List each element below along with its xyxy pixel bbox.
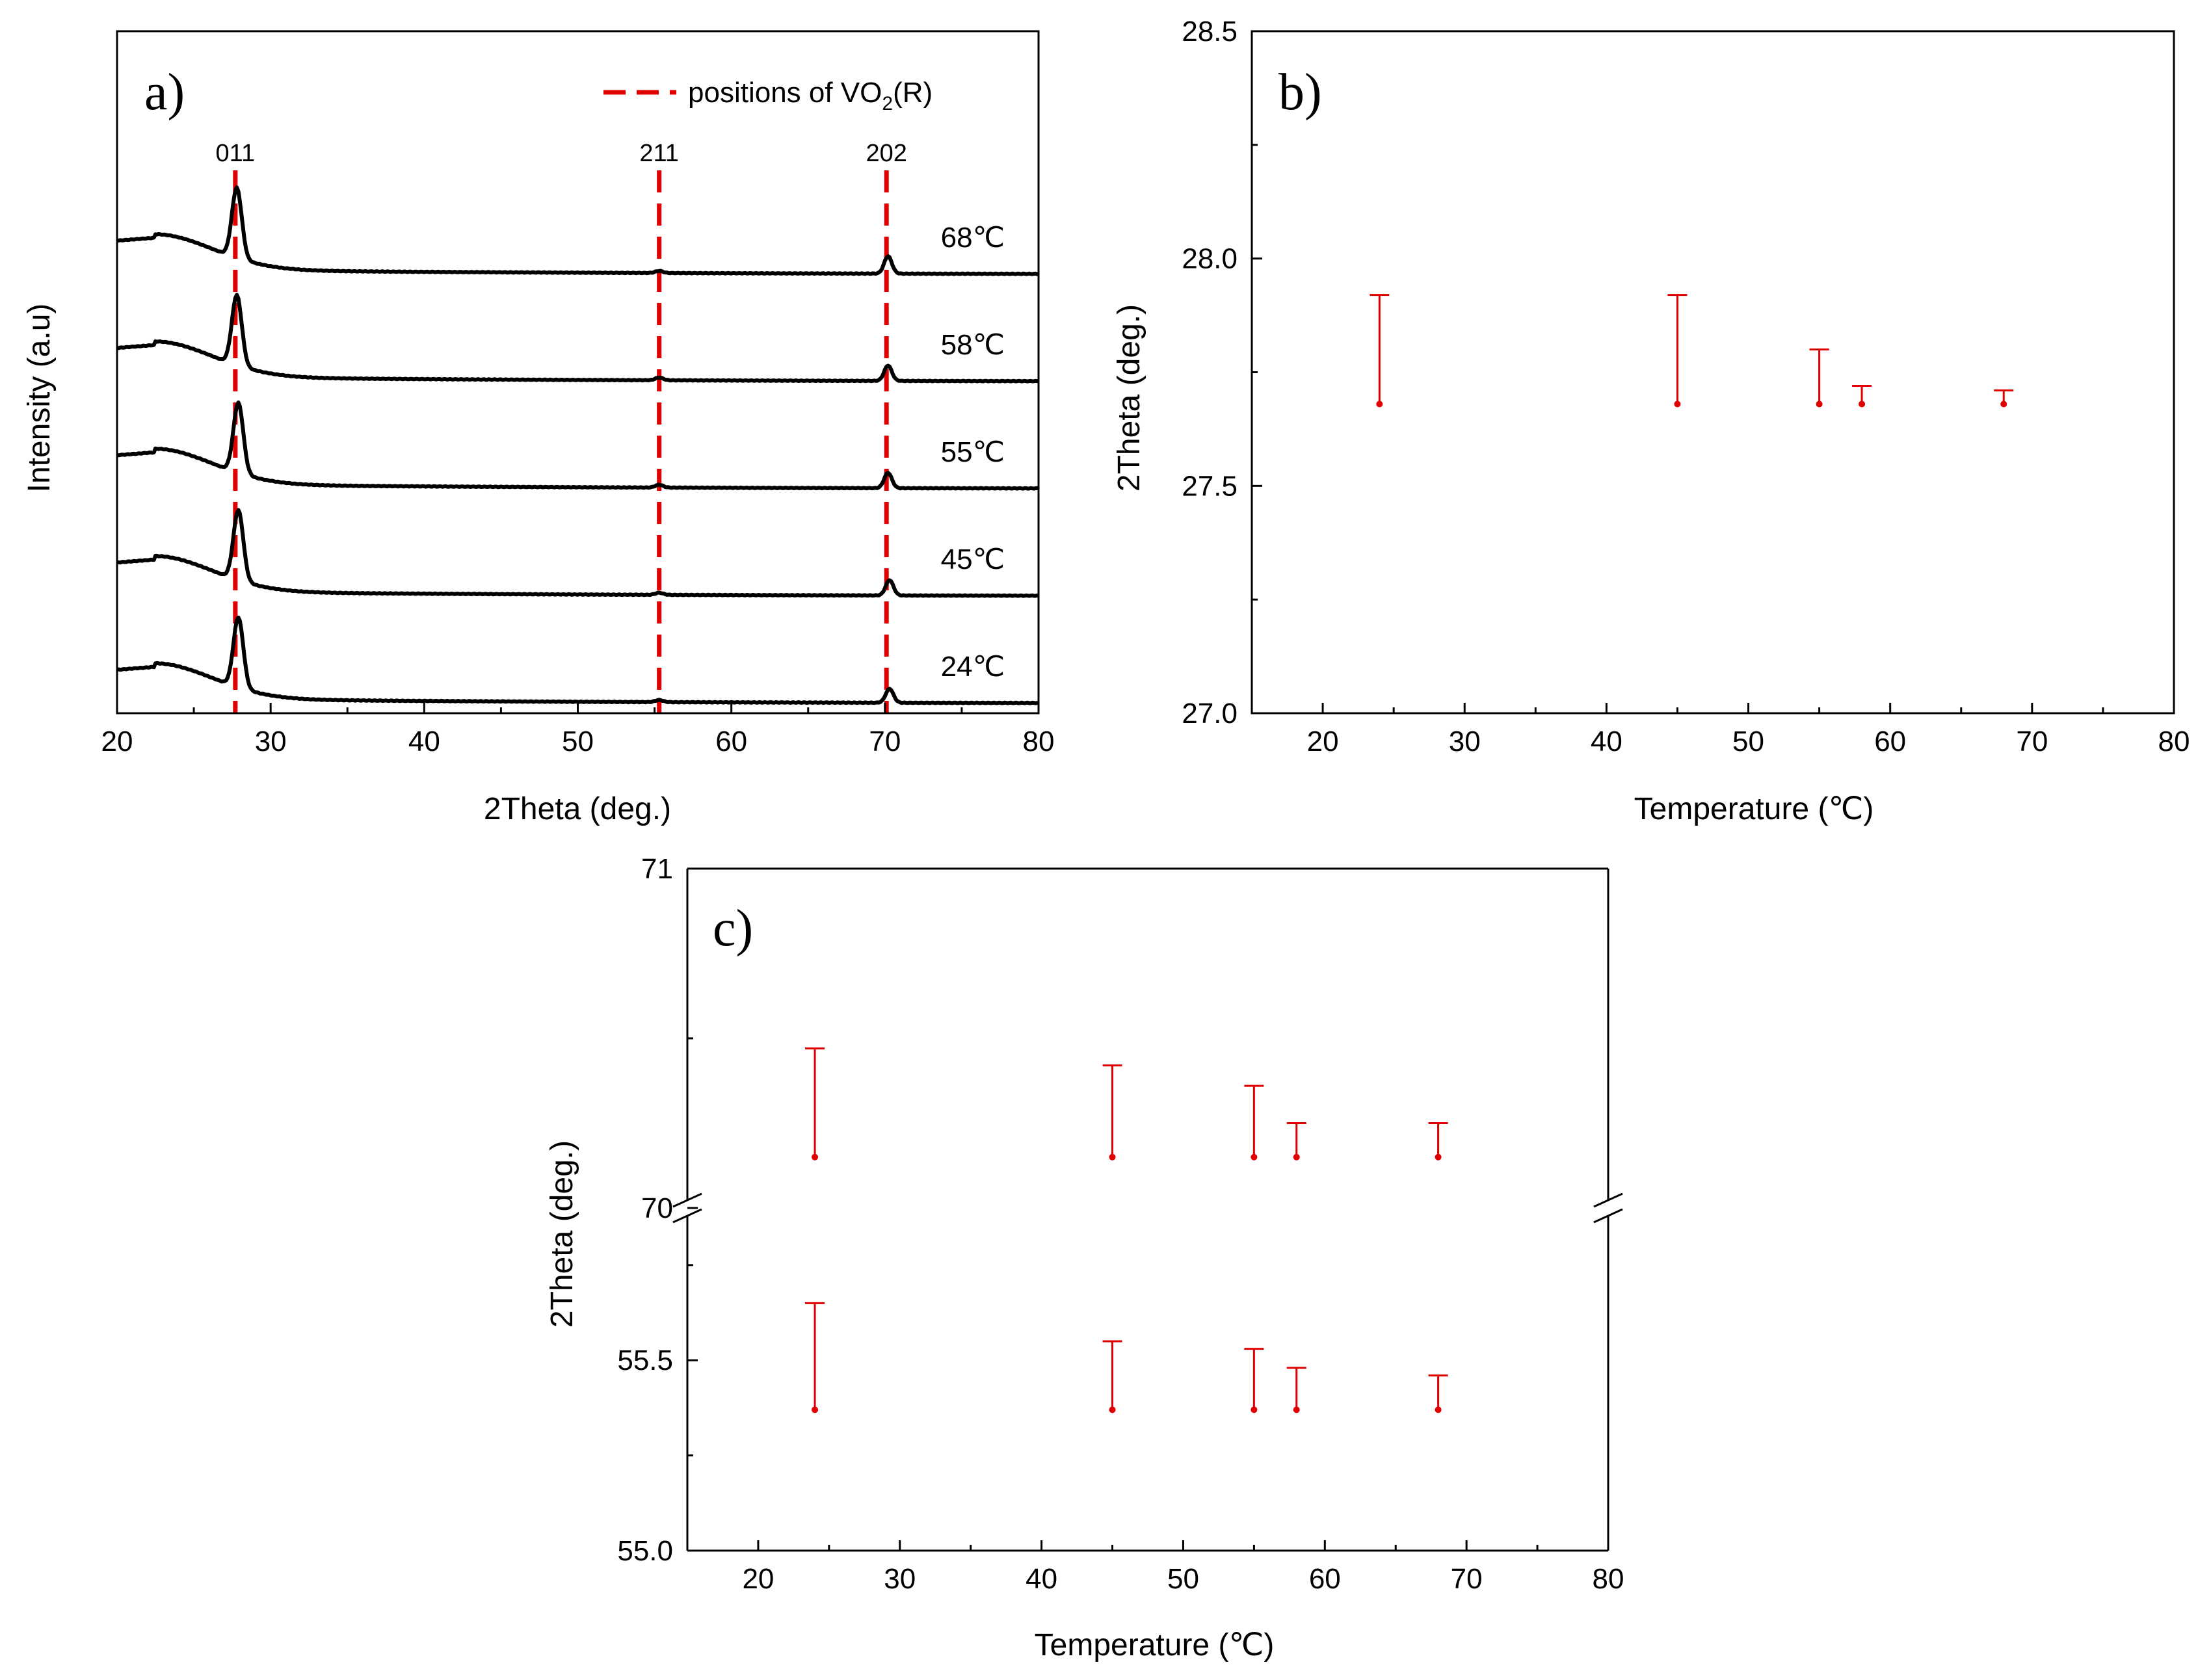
axis-break-mark [1593, 1192, 1623, 1208]
data-point-202 [1293, 1153, 1300, 1161]
panel-c-x-tick-label: 20 [742, 1563, 774, 1595]
data-point [1816, 400, 1823, 408]
trace-temperature-label: 58℃ [941, 329, 1005, 361]
panel-a-traces: 68℃ 58℃ 55℃ 45℃ 24℃ [116, 185, 1039, 705]
panel-b-x-tick-label: 40 [1591, 726, 1622, 757]
panel-c-axes: 20 30 40 50 60 70 80 70 71 55.0 55.5 [617, 853, 1624, 1595]
panel-a-x-tick-label: 20 [101, 726, 133, 757]
panel-a-x-tick-label: 40 [408, 726, 440, 757]
panel-a-x-tick-label: 70 [869, 726, 901, 757]
data-point-211 [1251, 1406, 1258, 1413]
panel-b-axes: 20 30 40 50 60 70 80 27.0 27.5 28.0 28.5 [1182, 16, 2190, 757]
panel-c-x-tick-label: 60 [1309, 1563, 1341, 1595]
panel-a-x-tick-label: 60 [715, 726, 747, 757]
panel-c-x-tick-label: 80 [1593, 1563, 1624, 1595]
data-point [1674, 400, 1681, 408]
axis-break-mark [1593, 1208, 1623, 1224]
panel-b-y-tick-label: 27.5 [1182, 470, 1238, 502]
panel-b-x-tick-label: 30 [1449, 726, 1481, 757]
panel-c-x-tick-label: 70 [1451, 1563, 1483, 1595]
data-point-211 [1293, 1406, 1300, 1413]
panel-b-label: b) [1278, 64, 1322, 121]
panel-c-x-tick-label: 30 [884, 1563, 916, 1595]
panel-a-reference-lines: 011 211 202 [216, 140, 907, 713]
panel-c-y-tick-label-lower: 55.0 [617, 1535, 673, 1567]
xrd-trace-24℃ [116, 615, 1039, 705]
panel-c-points [805, 1047, 1448, 1413]
panel-b-frame [1251, 30, 2175, 715]
trace-temperature-label: 24℃ [941, 651, 1005, 683]
xrd-trace-68℃ [116, 185, 1039, 276]
data-point-202 [1435, 1153, 1442, 1161]
panel-b-x-tick-label: 50 [1732, 726, 1764, 757]
axis-break-mark [672, 1192, 702, 1208]
data-point-202 [1251, 1153, 1258, 1161]
panel-a-legend: positions of VO2(R) [603, 77, 933, 114]
xrd-trace-58℃ [116, 293, 1039, 384]
data-point-211 [1109, 1406, 1116, 1413]
panel-c-label: c) [713, 900, 753, 957]
panel-c-peaks-202-211: c) Temperature (℃) 2Theta (deg.) 20 30 40 5… [545, 853, 1624, 1662]
data-point [1859, 400, 1866, 408]
data-point-202 [812, 1153, 819, 1161]
panel-c-x-tick-label: 50 [1167, 1563, 1199, 1595]
xrd-trace-45℃ [116, 508, 1039, 598]
panel-a-y-axis-title: Intensity (a.u) [22, 304, 57, 493]
panel-a-x-tick-label: 30 [255, 726, 287, 757]
panel-c-x-tick-label: 40 [1026, 1563, 1057, 1595]
panel-b-x-axis-title: Temperature (℃) [1634, 792, 1874, 826]
panel-b-y-tick-label: 28.5 [1182, 16, 1238, 47]
reference-line-label: 211 [639, 140, 679, 167]
data-point-202 [1109, 1153, 1116, 1161]
panel-c-y-tick-label-lower: 55.5 [617, 1345, 673, 1376]
panel-b-x-tick-label: 20 [1307, 726, 1339, 757]
panel-a-axes: 20 30 40 50 60 70 80 [101, 30, 1055, 757]
panel-a-x-axis-title: 2Theta (deg.) [484, 792, 671, 826]
panel-b-x-tick-label: 60 [1874, 726, 1906, 757]
panel-b-y-tick-label: 27.0 [1182, 698, 1238, 729]
xrd-trace-55℃ [116, 400, 1039, 491]
panel-a-xrd-patterns: a) 2Theta (deg.) Intensity (a.u) positio… [22, 30, 1055, 826]
data-point [2000, 400, 2007, 408]
legend-label: positions of VO2(R) [688, 77, 933, 114]
panel-a-label: a) [144, 64, 185, 121]
data-point [1376, 400, 1383, 408]
trace-temperature-label: 45℃ [941, 544, 1005, 575]
panel-b-x-tick-label: 80 [2158, 726, 2190, 757]
panel-c-y-tick-label-upper: 71 [641, 853, 673, 885]
panel-b-y-axis-title: 2Theta (deg.) [1112, 304, 1146, 492]
panel-a-x-tick-label: 50 [562, 726, 594, 757]
data-point-211 [1435, 1406, 1442, 1413]
panel-a-x-tick-label: 80 [1023, 726, 1055, 757]
reference-line-label: 202 [866, 140, 907, 167]
trace-temperature-label: 55℃ [941, 436, 1005, 468]
panel-b-points [1370, 294, 2014, 408]
data-point-211 [812, 1406, 819, 1413]
panel-b-peak-011: b) Temperature (℃) 2Theta (deg.) 20 30 40 5… [1112, 16, 2190, 826]
panel-b-y-tick-label: 28.0 [1182, 243, 1238, 275]
axis-break-mark [672, 1208, 702, 1224]
trace-temperature-label: 68℃ [941, 222, 1005, 254]
panel-c-y-axis-title: 2Theta (deg.) [545, 1140, 579, 1328]
reference-line-label: 011 [216, 140, 256, 167]
panel-b-x-tick-label: 70 [2016, 726, 2048, 757]
panel-c-y-tick-label-upper: 70 [641, 1192, 673, 1224]
panel-c-x-axis-title: Temperature (℃) [1035, 1628, 1275, 1662]
